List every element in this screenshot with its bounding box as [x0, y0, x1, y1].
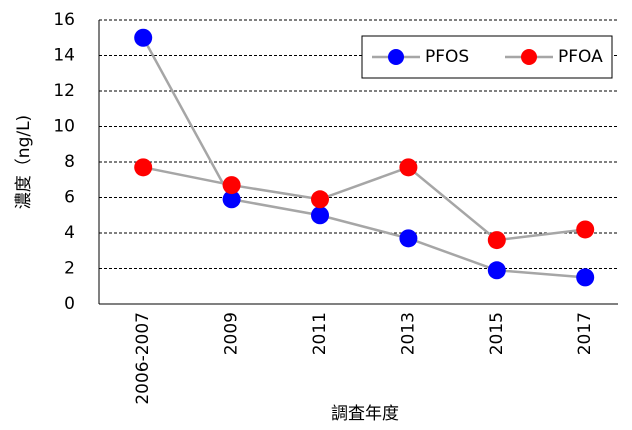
x-axis-label: 調査年度 [331, 404, 399, 424]
point [134, 158, 153, 177]
x-tick-label: 2015 [487, 312, 507, 355]
point [222, 190, 241, 209]
point [487, 231, 506, 250]
y-tick-label: 0 [64, 294, 75, 314]
y-tick-label: 2 [64, 259, 75, 279]
point [222, 176, 241, 195]
legend-marker [521, 49, 537, 65]
point [399, 229, 418, 248]
y-tick-label: 12 [53, 81, 75, 101]
series-line [142, 37, 586, 279]
point [134, 28, 153, 47]
point [399, 158, 418, 177]
x-tick-label: 2006-2007 [133, 312, 153, 405]
y-tick-label: 10 [53, 117, 75, 137]
point [576, 268, 595, 287]
x-tick-label: 2009 [222, 312, 242, 355]
y-tick-label: 8 [64, 152, 75, 172]
x-tick-label: 2011 [310, 312, 330, 355]
y-axis-label: 濃度（ng/L) [14, 115, 34, 209]
y-tick-label: 6 [64, 188, 75, 208]
y-tick-label: 16 [53, 10, 75, 30]
y-tick-label: 14 [53, 46, 75, 66]
point [311, 190, 329, 209]
legend-label: PFOA [558, 47, 603, 67]
series-line [142, 165, 586, 242]
point [576, 220, 595, 239]
x-tick-label: 2013 [398, 312, 418, 355]
point [487, 261, 506, 280]
legend-marker [388, 49, 404, 65]
point [311, 206, 329, 225]
legend-label: PFOS [425, 47, 469, 67]
y-tick-label: 4 [64, 223, 75, 243]
legend-box [361, 35, 613, 79]
x-tick-label: 2017 [575, 312, 595, 355]
